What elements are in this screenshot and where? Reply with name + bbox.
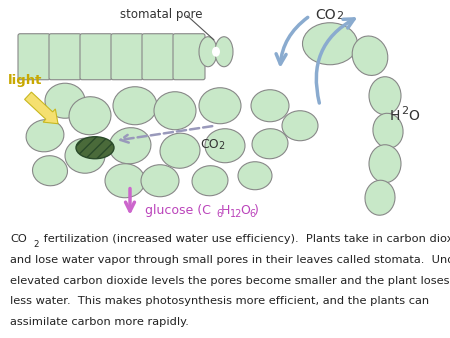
Ellipse shape	[199, 37, 217, 67]
Text: glucose (C: glucose (C	[145, 204, 211, 217]
Ellipse shape	[65, 138, 105, 173]
Ellipse shape	[26, 120, 64, 152]
Ellipse shape	[252, 129, 288, 159]
Text: CO: CO	[315, 8, 336, 22]
FancyBboxPatch shape	[111, 34, 143, 80]
Text: 2: 2	[34, 240, 39, 249]
Ellipse shape	[141, 165, 179, 197]
Text: H: H	[390, 109, 400, 123]
Ellipse shape	[369, 77, 401, 115]
Ellipse shape	[205, 129, 245, 163]
Text: CO: CO	[10, 234, 27, 244]
Ellipse shape	[373, 113, 403, 148]
Text: 6: 6	[249, 209, 255, 219]
Text: 6: 6	[216, 209, 222, 219]
Ellipse shape	[76, 137, 114, 159]
Text: 12: 12	[230, 209, 243, 219]
Ellipse shape	[282, 111, 318, 141]
Ellipse shape	[302, 23, 357, 65]
Text: and lose water vapor through small pores in their leaves called stomata.  Under: and lose water vapor through small pores…	[10, 255, 450, 265]
Ellipse shape	[212, 47, 220, 57]
FancyArrow shape	[25, 92, 58, 124]
Ellipse shape	[199, 88, 241, 124]
Ellipse shape	[45, 83, 85, 118]
Text: stomatal pore: stomatal pore	[120, 8, 202, 21]
Ellipse shape	[192, 166, 228, 196]
Text: O: O	[408, 109, 419, 123]
Text: 2: 2	[218, 141, 224, 151]
Ellipse shape	[238, 162, 272, 190]
Text: light: light	[8, 74, 42, 87]
Text: 2: 2	[401, 106, 408, 116]
Ellipse shape	[365, 180, 395, 215]
Ellipse shape	[113, 87, 157, 125]
Text: CO: CO	[200, 138, 219, 151]
Ellipse shape	[215, 37, 233, 67]
Ellipse shape	[109, 128, 151, 164]
Ellipse shape	[154, 92, 196, 130]
Text: fertilization (increased water use efficiency).  Plants take in carbon dioxide: fertilization (increased water use effic…	[40, 234, 450, 244]
FancyBboxPatch shape	[18, 34, 50, 80]
Ellipse shape	[32, 156, 68, 186]
Ellipse shape	[251, 90, 289, 122]
Ellipse shape	[369, 145, 401, 183]
FancyBboxPatch shape	[80, 34, 112, 80]
Ellipse shape	[160, 133, 200, 168]
FancyBboxPatch shape	[142, 34, 174, 80]
Ellipse shape	[69, 97, 111, 135]
Ellipse shape	[352, 36, 388, 75]
Text: elevated carbon dioxide levels the pores become smaller and the plant loses: elevated carbon dioxide levels the pores…	[10, 275, 450, 286]
Text: less water.  This makes photosynthesis more efficient, and the plants can: less water. This makes photosynthesis mo…	[10, 296, 429, 306]
FancyBboxPatch shape	[173, 34, 205, 80]
Text: assimilate carbon more rapidly.: assimilate carbon more rapidly.	[10, 317, 189, 327]
Text: ): )	[254, 204, 259, 217]
Ellipse shape	[105, 164, 145, 198]
Text: O: O	[240, 204, 250, 217]
Text: H: H	[221, 204, 230, 217]
Text: 2: 2	[336, 11, 343, 21]
FancyBboxPatch shape	[49, 34, 81, 80]
